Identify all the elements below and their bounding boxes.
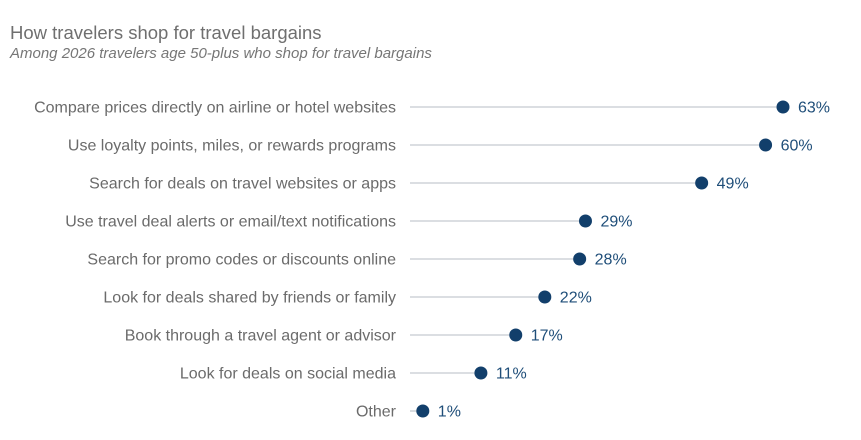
category-label: Use travel deal alerts or email/text not… (65, 214, 396, 231)
data-label: 49% (717, 176, 749, 193)
chart-row: Search for deals on travel websites or a… (89, 176, 749, 193)
data-label: 29% (600, 214, 632, 231)
data-label: 60% (781, 138, 813, 155)
category-label: Look for deals shared by friends or fami… (103, 290, 396, 307)
chart-row: Compare prices directly on airline or ho… (34, 100, 830, 117)
data-point (776, 100, 790, 114)
category-label: Search for deals on travel websites or a… (89, 176, 396, 193)
chart-row: Use travel deal alerts or email/text not… (65, 214, 632, 231)
data-label: 17% (531, 328, 563, 345)
chart-row: Look for deals on social media 11% (180, 366, 527, 383)
data-label: 22% (560, 290, 592, 307)
data-point (538, 290, 552, 304)
data-point (509, 328, 523, 342)
data-label: 63% (798, 100, 830, 117)
category-label: Other (356, 404, 397, 421)
chart-title: How travelers shop for travel bargains (10, 22, 322, 43)
chart-subtitle: Among 2026 travelers age 50-plus who sho… (10, 45, 432, 62)
data-point (416, 404, 430, 418)
category-label: Book through a travel agent or advisor (125, 328, 397, 345)
data-point (578, 214, 592, 228)
category-label: Use loyalty points, miles, or rewards pr… (68, 138, 396, 155)
chart-row: Use loyalty points, miles, or rewards pr… (68, 138, 813, 155)
chart-row: Look for deals shared by friends or fami… (103, 290, 591, 307)
data-label: 11% (496, 366, 527, 383)
data-point (474, 366, 488, 380)
data-label: 1% (438, 404, 461, 421)
chart-row: Book through a travel agent or advisor 17… (125, 328, 563, 345)
chart-row: Other 1% (356, 404, 461, 421)
data-point (573, 252, 587, 266)
data-point (695, 176, 709, 190)
chart-row: Search for promo codes or discounts onli… (87, 252, 626, 269)
data-point (759, 138, 773, 152)
category-label: Compare prices directly on airline or ho… (34, 100, 396, 117)
data-label: 28% (595, 252, 627, 269)
category-label: Look for deals on social media (180, 366, 396, 383)
category-label: Search for promo codes or discounts onli… (87, 252, 396, 269)
